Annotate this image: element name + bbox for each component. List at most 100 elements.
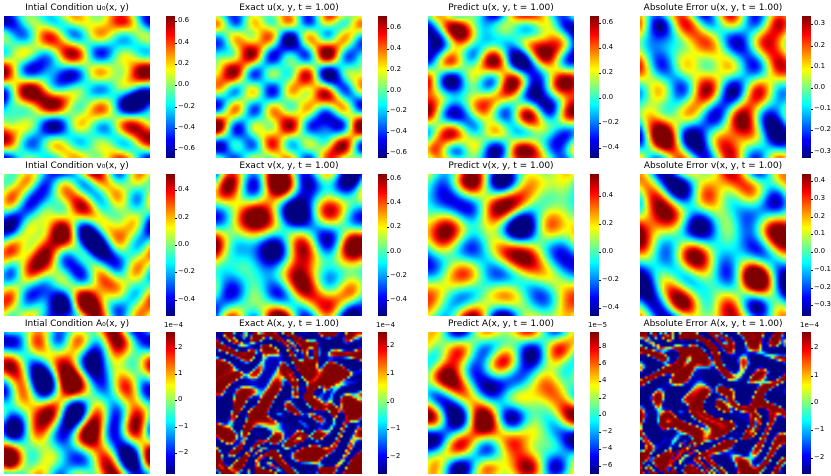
colorbar-tick-mark <box>599 251 601 253</box>
colorbar-tick-mark <box>387 111 389 113</box>
colorbar-tick-label: 2 <box>178 342 183 351</box>
colorbar-tick-mark <box>175 149 177 151</box>
colorbar-tick-label: 0.4 <box>178 37 190 46</box>
heatmap-field <box>216 16 362 158</box>
colorbar-tick-label: 2 <box>390 340 395 349</box>
colorbar-tick-label: −0.2 <box>602 274 619 283</box>
colorbar-tick-label: 0.2 <box>390 64 402 73</box>
colorbar-tick-mark <box>599 123 601 125</box>
colorbar-tick-mark <box>387 227 389 229</box>
colorbar-tick-label: 0.4 <box>602 191 614 200</box>
colorbar-tick-mark <box>811 66 813 68</box>
colorbar-tick-mark <box>387 152 389 154</box>
colorbar-tick-mark <box>599 48 601 50</box>
colorbar-tick-label: 1 <box>814 370 819 379</box>
colorbar-tick-mark <box>811 305 813 307</box>
colorbar-tick-label: 1 <box>178 369 183 378</box>
colorbar-tick-label: −1 <box>814 425 825 434</box>
panel-title: Predict v(x, y, t = 1.00) <box>448 161 554 171</box>
colorbar-tick-mark <box>599 431 601 433</box>
colorbar-tick-label: 0.4 <box>602 43 614 52</box>
colorbar-tick-label: 2 <box>814 343 819 352</box>
colorbar-tick-label: 0.6 <box>390 23 402 32</box>
colorbar-tick-label: −0.2 <box>178 267 195 276</box>
colorbar-tick-mark <box>811 252 813 254</box>
colorbar-tick-mark <box>175 42 177 44</box>
colorbar-tick-label: −2 <box>602 426 613 435</box>
colorbar-tick-label: 0.0 <box>814 247 826 256</box>
colorbar-tick-label: 0.4 <box>814 176 826 185</box>
colorbar <box>802 332 811 474</box>
colorbar-tick-label: 0 <box>390 396 395 405</box>
colorbar-tick-label: −1 <box>390 424 401 433</box>
colorbar-tick-label: −2 <box>390 452 401 461</box>
colorbar-tick-mark <box>175 272 177 274</box>
colorbar <box>590 174 599 316</box>
colorbar-tick-mark <box>811 375 813 377</box>
panel-title: Intial Condition A₀(x, y) <box>24 319 130 329</box>
colorbar-tick-mark <box>175 374 177 376</box>
colorbar-tick-label: 8 <box>602 342 607 351</box>
colorbar-tick-mark <box>811 24 813 26</box>
colorbar-tick-mark <box>387 373 389 375</box>
colorbar-tick-mark <box>599 448 601 450</box>
panel-title: Exact A(x, y, t = 1.00) <box>239 319 339 329</box>
colorbar-tick-mark <box>175 21 177 23</box>
colorbar-tick-label: −0.3 <box>814 146 831 155</box>
colorbar-tick-mark <box>811 181 813 183</box>
panel-title: Absolute Error v(x, y, t = 1.00) <box>643 161 783 171</box>
colorbar-tick-mark <box>811 88 813 90</box>
colorbar-tick-label: 0.2 <box>178 212 190 221</box>
colorbar-tick-label: 2 <box>602 392 607 401</box>
colorbar-tick-label: 0.2 <box>390 222 402 231</box>
colorbar-tick-mark <box>175 64 177 66</box>
heatmap-field <box>428 16 574 158</box>
colorbar-tick-label: −0.1 <box>814 264 831 273</box>
colorbar-tick-mark <box>599 364 601 366</box>
panel-title: Predict u(x, y, t = 1.00) <box>448 3 554 13</box>
colorbar-tick-label: −2 <box>814 452 825 461</box>
colorbar <box>590 332 599 474</box>
colorbar-tick-label: −0.4 <box>390 295 407 304</box>
colorbar-tick-mark <box>175 245 177 246</box>
colorbar-tick-label: −0.2 <box>178 101 195 110</box>
panel-title: Absolute Error A(x, y, t = 1.00) <box>643 319 783 329</box>
colorbar-tick-mark <box>387 178 389 180</box>
colorbar-tick-label: 0.3 <box>814 193 826 202</box>
colorbar-tick-mark <box>387 69 389 71</box>
colorbar-tick-mark <box>175 347 177 349</box>
colorbar-tick-label: 0.4 <box>390 44 402 53</box>
colorbar-multiplier: 1e−4 <box>800 321 820 329</box>
colorbar-tick-mark <box>387 90 389 92</box>
panel-title: Intial Condition u₀(x, y) <box>25 3 129 13</box>
colorbar-tick-mark <box>599 148 601 150</box>
colorbar-tick-label: −6 <box>602 460 613 469</box>
colorbar-tick-mark <box>175 217 177 219</box>
colorbar-tick-mark <box>599 381 601 383</box>
colorbar-tick-label: −0.4 <box>390 127 407 136</box>
colorbar-tick-label: 0.0 <box>390 85 402 94</box>
panel-title: Exact u(x, y, t = 1.00) <box>239 3 339 13</box>
colorbar-tick-mark <box>599 414 601 416</box>
colorbar-tick-mark <box>811 269 813 271</box>
colorbar-tick-mark <box>811 130 813 132</box>
colorbar-tick-mark <box>811 45 813 47</box>
colorbar-tick-mark <box>599 196 601 198</box>
colorbar-tick-label: 0.6 <box>602 18 614 27</box>
colorbar-tick-mark <box>599 73 601 75</box>
colorbar-tick-label: −0.3 <box>814 300 831 309</box>
heatmap-field <box>216 174 362 316</box>
colorbar-tick-label: −0.6 <box>178 144 195 153</box>
colorbar-tick-label: −0.2 <box>390 106 407 115</box>
colorbar <box>378 174 387 316</box>
colorbar-tick-mark <box>387 345 389 347</box>
colorbar-tick-label: 6 <box>602 359 607 368</box>
colorbar-tick-label: −0.4 <box>602 143 619 152</box>
colorbar-tick-mark <box>175 128 177 130</box>
colorbar-tick-mark <box>387 457 389 459</box>
colorbar-tick-label: 0.2 <box>814 40 826 49</box>
heatmap-field <box>4 174 150 316</box>
colorbar-tick-label: 0.0 <box>814 83 826 92</box>
colorbar-multiplier: 1e−4 <box>376 321 396 329</box>
